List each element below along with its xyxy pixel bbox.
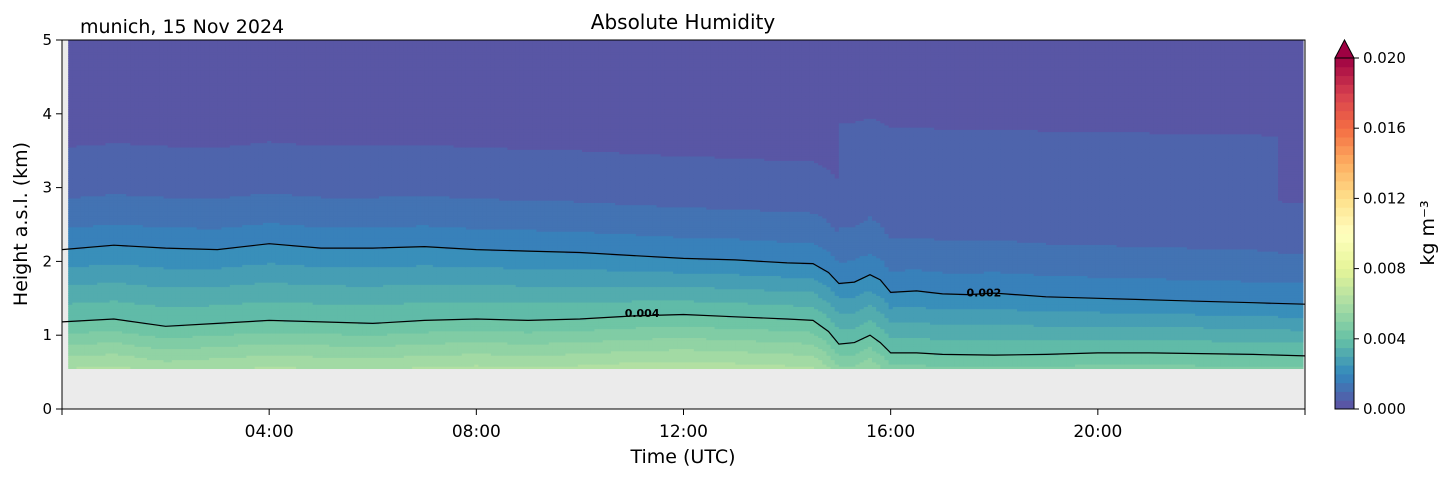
chart-subtitle: munich, 15 Nov 2024: [80, 16, 284, 38]
chart-title: Absolute Humidity: [591, 10, 776, 34]
